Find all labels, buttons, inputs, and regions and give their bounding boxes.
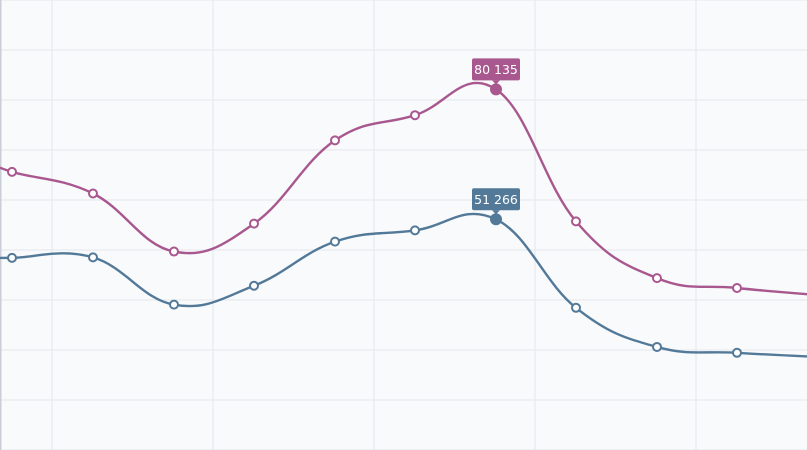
tooltip-pointer: [492, 210, 500, 215]
series-1-point[interactable]: [169, 246, 179, 257]
series-1-point[interactable]: [652, 273, 662, 284]
tooltip-value-label: 51 266: [474, 192, 518, 207]
series-2-point[interactable]: [7, 252, 17, 263]
tooltip-pointer: [492, 80, 500, 85]
series-2-point[interactable]: [88, 252, 98, 263]
series-1-point[interactable]: [410, 110, 420, 121]
series-1-point[interactable]: [88, 188, 98, 199]
points-group: [7, 83, 742, 358]
series-2-point[interactable]: [249, 280, 259, 291]
series-group: [0, 81, 807, 358]
series-1-point[interactable]: [7, 166, 17, 177]
series-1-value-tooltip: 80 135: [472, 58, 520, 85]
series-1-highlight-point[interactable]: [490, 83, 502, 96]
tooltip-value-label: 80 135: [474, 62, 518, 77]
series-2-highlight-point[interactable]: [490, 213, 502, 226]
series-2-point[interactable]: [732, 347, 742, 358]
tooltip-box: [472, 188, 520, 211]
series-2-value-tooltip: 51 266: [472, 188, 520, 215]
series-2-point[interactable]: [410, 225, 420, 236]
series-1-point[interactable]: [732, 283, 742, 293]
series-1-point[interactable]: [571, 216, 581, 227]
series-2-point[interactable]: [169, 299, 179, 310]
series-1-point[interactable]: [249, 218, 259, 229]
series-2-point[interactable]: [330, 236, 340, 247]
series-1-line: [0, 81, 807, 296]
tooltips-group: 80 135 51 266: [472, 58, 520, 215]
series-1-point[interactable]: [330, 135, 340, 146]
series-2-point[interactable]: [652, 341, 662, 352]
series-2-point[interactable]: [571, 302, 581, 313]
tooltip-box: [472, 58, 520, 81]
